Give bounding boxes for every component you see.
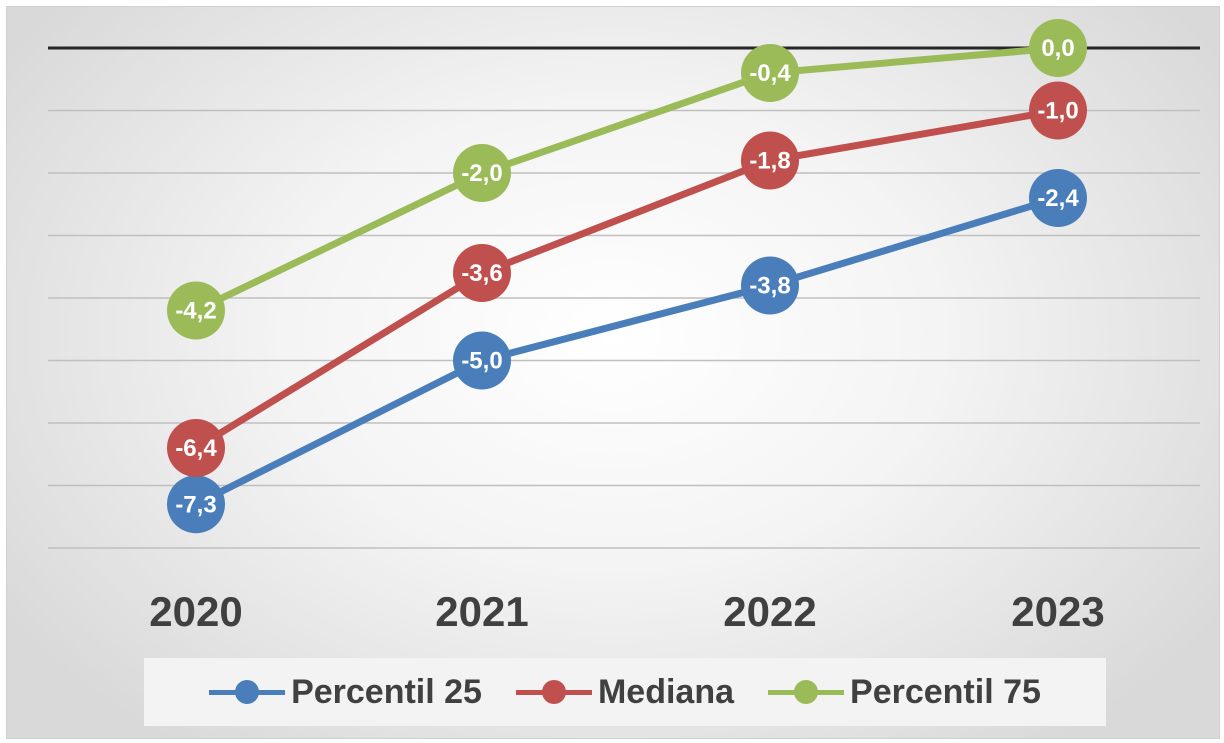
data-label: -1,8 — [749, 148, 790, 175]
series-line-0 — [192, 194, 1062, 508]
x-tick-label: 2023 — [1011, 588, 1104, 635]
data-label: -7,3 — [175, 491, 216, 518]
data-point-marker — [453, 144, 511, 202]
data-point-marker — [741, 256, 799, 315]
data-label: -6,4 — [175, 435, 217, 462]
legend-swatch — [768, 680, 845, 704]
legend-label: Percentil 25 — [291, 672, 482, 711]
data-point: -1,0 — [1029, 81, 1087, 140]
series-points: -7,3 -5,0 -3,8 -2,4 -6,4 -3,6 -1,8 -1,0 -4,2 -2,0… — [167, 19, 1087, 534]
data-point: -6,4 — [167, 419, 225, 477]
legend-item: Mediana — [515, 672, 735, 712]
data-label: -4,2 — [175, 298, 216, 325]
series-line-1 — [192, 107, 1062, 452]
data-point-marker — [1029, 19, 1087, 77]
data-point: -1,8 — [741, 131, 799, 190]
series-line-2 — [192, 44, 1062, 314]
series-lines — [192, 44, 1062, 508]
legend-label: Percentil 75 — [850, 672, 1041, 711]
legend-label: Mediana — [597, 672, 735, 711]
legend: Percentil 25 Mediana Percentil 75 — [144, 658, 1106, 726]
legend-item: Percentil 75 — [768, 673, 1041, 712]
data-point: -3,8 — [741, 256, 799, 315]
data-point: -5,0 — [453, 331, 511, 390]
data-label: -3,6 — [461, 260, 502, 287]
data-label: -2,4 — [1037, 185, 1079, 212]
data-point-marker — [741, 131, 799, 190]
legend-swatch — [209, 680, 286, 704]
data-label: -0,4 — [749, 60, 791, 87]
data-point-marker — [453, 244, 511, 302]
x-axis-tick-labels: 2020 2021 2022 2023 — [149, 588, 1104, 635]
data-label: -2,0 — [461, 160, 502, 187]
legend-swatch — [515, 680, 592, 704]
data-label: 0,0 — [1041, 35, 1074, 62]
data-point: -0,4 — [741, 44, 799, 102]
legend-item: Percentil 25 — [209, 673, 482, 712]
legend-swatch-marker — [794, 680, 819, 704]
data-label: -1,0 — [1037, 98, 1078, 125]
x-tick-label: 2022 — [723, 588, 816, 635]
data-point-marker — [1029, 81, 1087, 140]
data-point: -7,3 — [167, 475, 225, 534]
data-point-marker — [167, 419, 225, 477]
data-point-marker — [167, 281, 225, 340]
data-point-marker — [741, 44, 799, 102]
data-point: -2,4 — [1029, 169, 1087, 227]
data-point: -4,2 — [167, 281, 225, 340]
legend-swatch-marker — [235, 680, 260, 704]
x-tick-label: 2020 — [149, 588, 242, 635]
x-tick-label: 2021 — [435, 588, 528, 635]
legend-swatch-marker — [541, 680, 566, 704]
data-point-marker — [453, 331, 511, 390]
data-point: 0,0 — [1029, 19, 1087, 77]
data-point-marker — [1029, 169, 1087, 227]
data-point: -3,6 — [453, 244, 511, 302]
data-label: -5,0 — [461, 348, 502, 375]
data-point-marker — [167, 475, 225, 534]
data-point: -2,0 — [453, 144, 511, 202]
data-label: -3,8 — [749, 273, 790, 300]
